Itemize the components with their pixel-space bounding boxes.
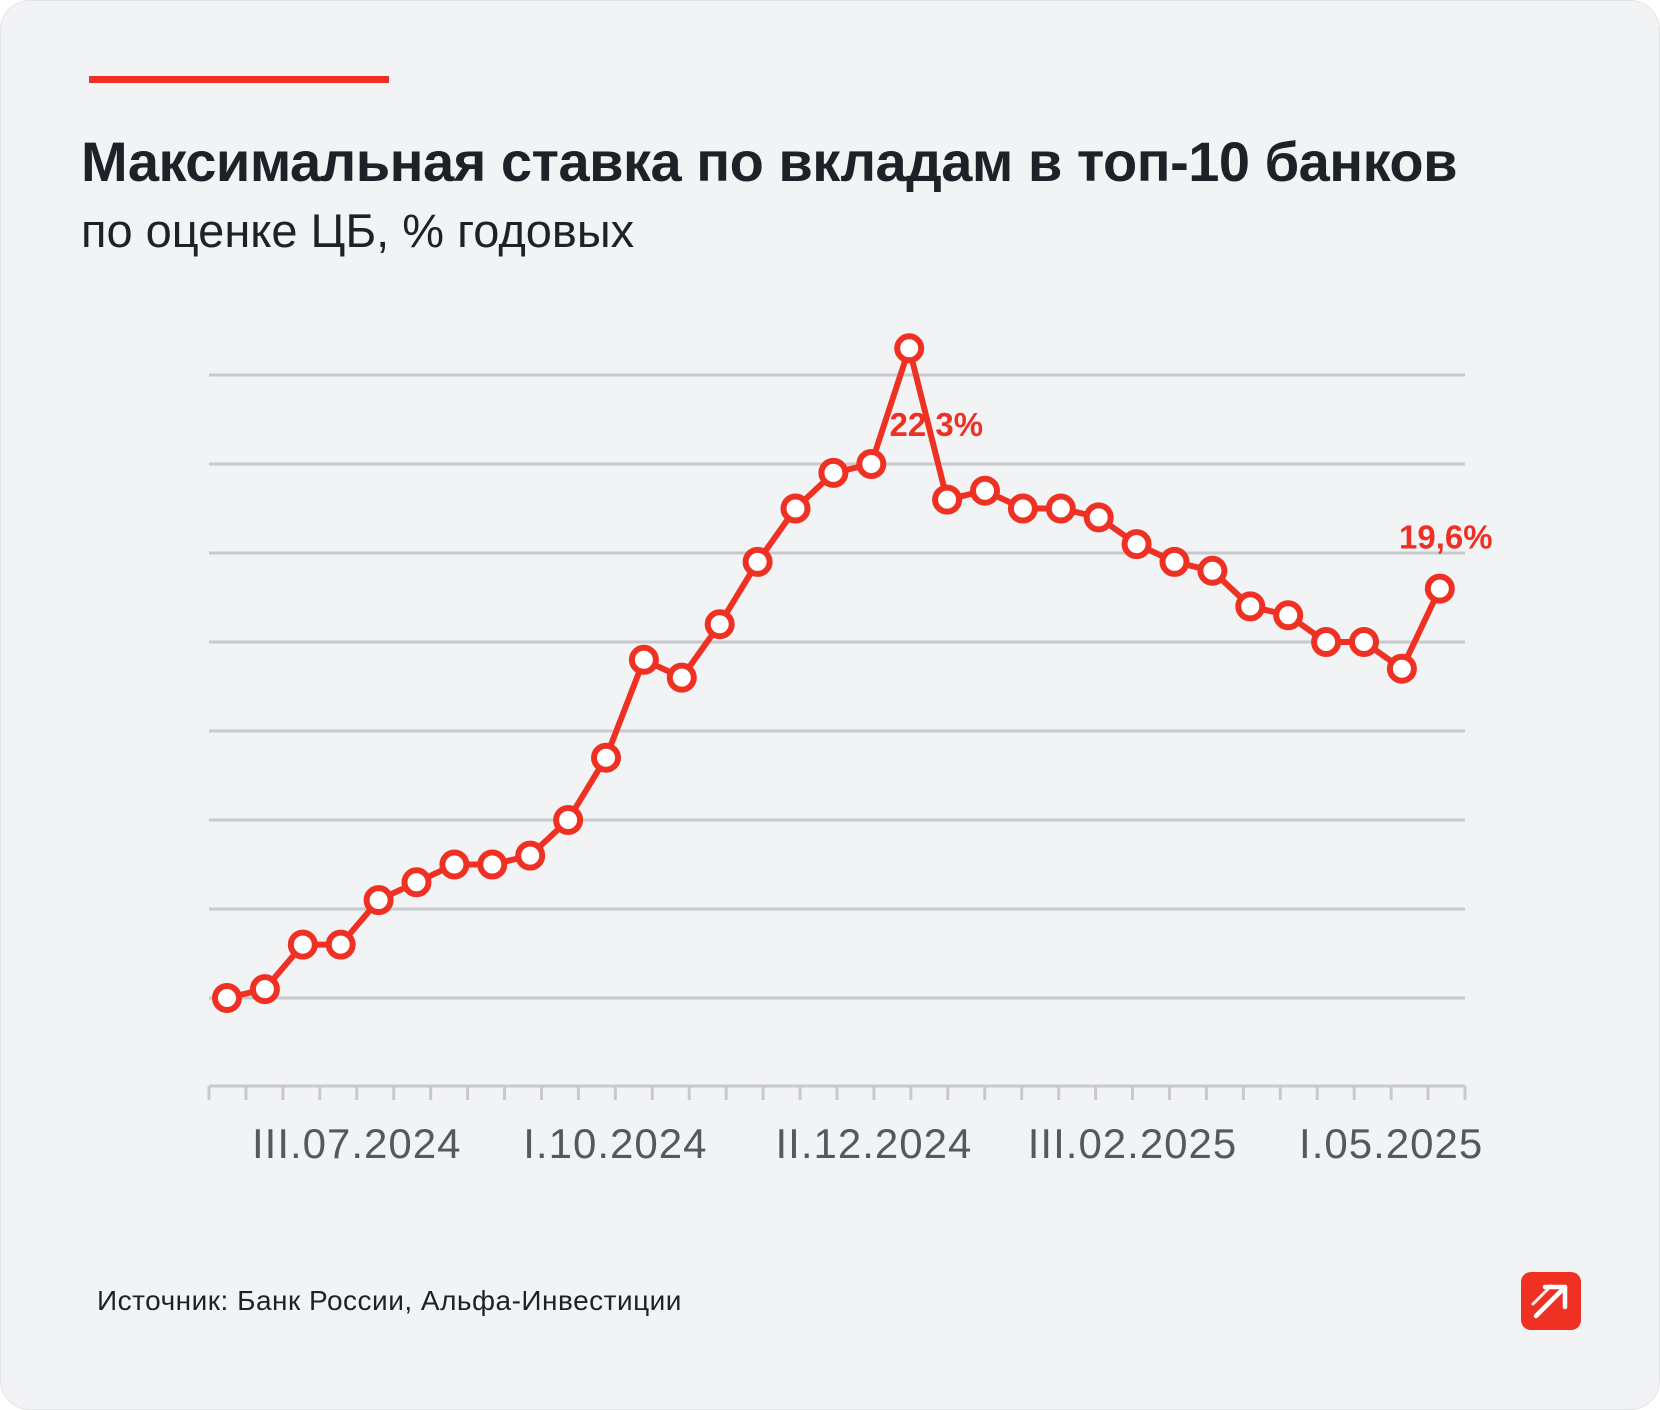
data-point [363, 885, 394, 916]
data-point [1311, 627, 1342, 657]
data-point [780, 493, 811, 524]
data-label: 22,3% [890, 406, 984, 443]
x-tick-label: III.07.2024 [252, 1120, 462, 1167]
accent-bar [89, 76, 389, 83]
data-point [1159, 546, 1190, 577]
data-point [666, 662, 697, 693]
data-point [1121, 529, 1152, 560]
data-point [894, 333, 925, 364]
x-tick-label: I.05.2025 [1299, 1120, 1483, 1167]
line-chart: III.07.2024 I.10.2024 II.12.2024 III.02.202… [207, 333, 1493, 1167]
data-point [932, 484, 963, 515]
data-point [553, 805, 584, 835]
chart-title: Максимальная ставка по вкладам в топ-10 … [81, 130, 1458, 193]
data-point [1083, 502, 1114, 533]
data-point [628, 644, 659, 675]
data-point [1197, 555, 1228, 586]
data-point [477, 849, 508, 880]
data-point [401, 867, 432, 898]
x-tick-label: III.02.2025 [1028, 1120, 1238, 1167]
data-point [591, 742, 621, 773]
data-point [325, 929, 356, 960]
data-point [515, 840, 546, 871]
data-point [1386, 653, 1417, 684]
data-point [970, 475, 1000, 506]
data-point [1349, 627, 1379, 657]
data-point [704, 609, 735, 640]
chart-subtitle: по оценке ЦБ, % годовых [81, 204, 635, 257]
x-tick-label: II.12.2024 [776, 1120, 973, 1167]
data-point [1424, 573, 1455, 604]
data-point [249, 974, 280, 1005]
data-point [212, 983, 242, 1013]
data-point [287, 929, 318, 960]
data-point [1007, 493, 1038, 524]
data-point [1235, 591, 1266, 622]
series-line [224, 345, 1443, 1001]
data-point [856, 449, 887, 479]
data-point [818, 457, 849, 488]
data-point [1045, 493, 1076, 524]
brand-logo-icon [1521, 1272, 1581, 1330]
data-point [1273, 600, 1304, 631]
x-tick-label: I.10.2024 [523, 1120, 707, 1167]
source-note: Источник: Банк России, Альфа-Инвестиции [97, 1285, 682, 1316]
data-label: 19,6% [1399, 519, 1493, 556]
data-point [439, 849, 470, 880]
data-point [742, 546, 773, 577]
